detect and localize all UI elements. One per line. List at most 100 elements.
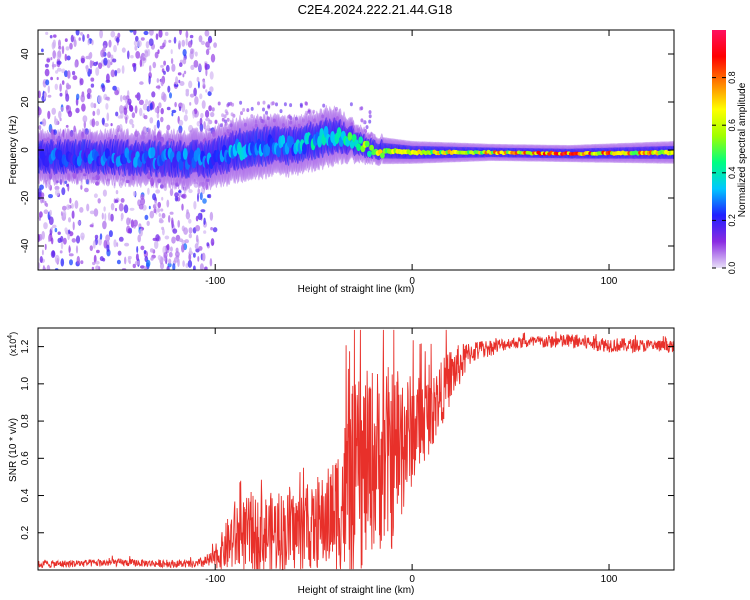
spectrogram-noise-cell xyxy=(64,53,68,62)
spectrogram-noise-cell xyxy=(169,188,174,197)
spectrogram-noise-cell xyxy=(71,203,74,209)
spectrogram-noise-cell xyxy=(38,90,41,99)
spectrogram-noise-cell xyxy=(203,217,206,225)
spectrogram-noise-cell xyxy=(368,119,372,124)
spectrogram-noise-cell xyxy=(156,119,160,129)
spectrogram-noise-cell xyxy=(50,57,53,61)
spectrogram-noise-cell xyxy=(139,107,143,117)
spectrogram-noise-cell xyxy=(187,259,193,268)
spectrogram-noise-cell xyxy=(185,263,189,269)
spectrogram-noise-cell xyxy=(72,70,76,76)
spectrogram-noise-cell xyxy=(210,111,215,118)
spectrogram-ridge-cell xyxy=(367,150,372,158)
spectrogram-noise-cell xyxy=(157,49,160,54)
colorbar: 0.0 0.2 0.4 0.6 0.8 Normalized spectral ampl… xyxy=(712,30,748,274)
spectrogram-noise-cell xyxy=(76,93,80,101)
spectrogram-noise-cell xyxy=(154,200,157,207)
spectrogram-noise-cell xyxy=(257,101,260,106)
spectrogram-noise-cell xyxy=(45,79,50,86)
spectrogram-noise-cell xyxy=(45,31,49,35)
spectrogram-noise-cell xyxy=(112,58,117,63)
snr-ytick-label: 0.4 xyxy=(20,488,31,502)
spectrogram-ridge-cell xyxy=(356,143,361,152)
spectrogram-noise-cell xyxy=(169,246,173,252)
chart-title: C2E4.2024.222.21.44.G18 xyxy=(297,2,453,17)
spectrogram-noise-cell xyxy=(120,212,124,220)
spectrogram-noise-cell xyxy=(199,263,204,270)
spectrogram-noise-cell xyxy=(110,30,116,38)
spectrogram-noise-cell xyxy=(54,227,58,233)
spectrogram-noise-cell xyxy=(305,101,308,106)
spectrogram-noise-cell xyxy=(159,217,163,223)
spectrogram-noise-cell xyxy=(204,62,208,71)
snr-ytick-label: 1.0 xyxy=(20,376,31,390)
spectrogram-noise-cell xyxy=(47,110,51,120)
spectrogram-noise-cell xyxy=(75,245,79,254)
spectrogram-noise-cell xyxy=(67,70,71,79)
snr-ytick-label: 1.2 xyxy=(20,339,31,353)
spectrogram-noise-cell xyxy=(39,256,43,263)
spectrogram-noise-cell xyxy=(140,197,146,206)
spectrogram-noise-cell xyxy=(171,112,174,117)
spectrogram-noise-cell xyxy=(66,183,69,187)
spectrogram-noise-cell xyxy=(275,102,278,107)
spectrogram-noise-cell xyxy=(125,116,128,124)
spectrogram-noise-cell xyxy=(322,103,326,108)
spectrogram-noise-cell xyxy=(188,189,193,194)
spectrogram-noise-cell xyxy=(188,218,192,224)
spectrogram-noise-cell xyxy=(56,76,59,81)
spectrogram-noise-cell xyxy=(70,34,74,43)
spectrogram-noise-cell xyxy=(144,214,149,221)
spectrogram-ridge-cell xyxy=(276,144,281,158)
spectrogram-noise-cell xyxy=(57,50,62,58)
spectrogram-ridge-cell xyxy=(369,144,374,151)
spectrogram-noise-cell xyxy=(49,35,53,39)
spectrogram-noise-cell xyxy=(200,112,204,119)
snr-frame xyxy=(37,327,675,571)
spectrogram-ridge-cell xyxy=(358,136,364,144)
spectrogram-noise-cell xyxy=(181,244,185,253)
spectrogram-noise-cell xyxy=(95,265,100,270)
spectrogram-noise-cell xyxy=(106,112,110,122)
spectrogram-noise-cell xyxy=(170,58,174,65)
spectrogram-noise-cell xyxy=(188,253,192,261)
spectrogram-noise-cell xyxy=(99,256,104,262)
spectrogram-noise-cell xyxy=(197,212,203,221)
spectrogram-noise-cell xyxy=(41,230,45,240)
spectrogram-noise-cell xyxy=(80,232,85,240)
spectrogram-noise-cell xyxy=(65,104,70,110)
spectrogram-noise-cell xyxy=(89,210,95,215)
spectrogram-ridge-cell xyxy=(104,148,110,159)
spectrogram-noise-cell xyxy=(157,201,161,209)
spectrogram-noise-cell xyxy=(172,228,178,234)
spectrogram-noise-cell xyxy=(80,57,85,64)
spectrogram-noise-cell xyxy=(54,185,60,191)
spectrogram-noise-cell xyxy=(193,108,198,115)
spectrogram-ytick-label: 0 xyxy=(20,147,31,153)
spectrogram-noise-cell xyxy=(97,198,101,204)
spectrogram-noise-cell xyxy=(59,250,63,254)
spectrogram-noise-cell xyxy=(171,217,174,226)
spectrogram-noise-cell xyxy=(81,103,86,112)
spectrogram-noise-cell xyxy=(89,224,94,228)
spectrogram-noise-cell xyxy=(63,237,67,245)
spectrogram-noise-cell xyxy=(72,221,75,231)
spectrogram-noise-cell xyxy=(129,30,134,33)
spectrogram-noise-cell xyxy=(108,39,112,48)
spectrogram-noise-cell xyxy=(134,94,139,99)
snr-ylabel: SNR (10 * v/v) xyxy=(8,418,19,482)
spectrogram-noise-cell xyxy=(242,107,246,112)
spectrogram-noise-cell xyxy=(121,65,125,74)
spectrogram-noise-cell xyxy=(80,94,85,103)
spectrogram-noise-cell xyxy=(195,234,199,243)
spectrogram-ridge-cell xyxy=(364,140,370,148)
spectrogram-noise-cell xyxy=(161,226,165,231)
spectrogram-panel: -100 0 100 -40 -20 0 20 40 Height of straight l… xyxy=(8,29,675,295)
spectrogram-ridge-cell xyxy=(38,157,41,169)
spectrogram-noise-cell xyxy=(179,62,183,67)
spectrogram-noise-cell xyxy=(188,233,192,239)
spectrogram-noise-cell xyxy=(48,235,51,243)
colorbar-tick-label: 0.8 xyxy=(727,71,737,84)
spectrogram-noise-cell xyxy=(368,110,372,115)
